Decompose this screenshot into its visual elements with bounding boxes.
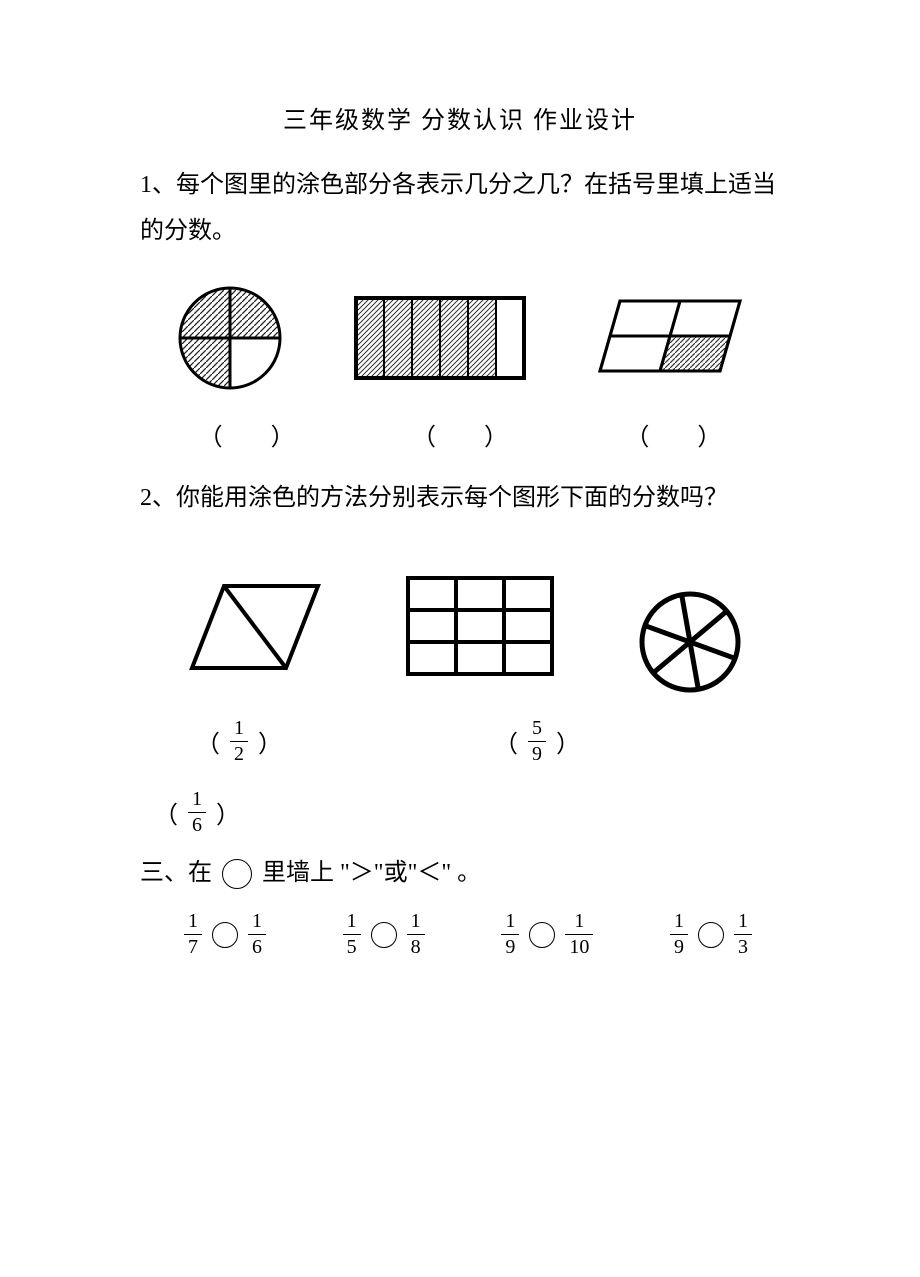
q2-figures-row [140, 552, 780, 709]
q1-figures-row [140, 278, 780, 405]
q1-bracket-2: （） [370, 417, 550, 452]
q2-fig-grid [400, 572, 560, 689]
q2-fraction-row1: （ 12 ） （ 59 ） [140, 717, 780, 766]
circle-op-icon [698, 922, 724, 948]
q2-text: 2、你能用涂色的方法分别表示每个图形下面的分数吗？ [140, 476, 780, 522]
q3-pair-4: 19 13 [666, 910, 756, 959]
q1-brackets-row: （） （） （） [140, 417, 780, 452]
q1-text: 1、每个图里的涂色部分各表示几分之几？在括号里填上适当的分数。 [140, 163, 780, 254]
q1-bracket-1: （） [157, 417, 337, 452]
q2-frac-1: （ 12 ） [190, 717, 288, 766]
q2-fraction-row2: （ 16 ） [140, 788, 780, 837]
circle-op-icon [222, 859, 252, 889]
worksheet-title: 三年级数学 分数认识 作业设计 [140, 100, 780, 135]
circle-op-icon [529, 922, 555, 948]
q1-fig-parallelogram [590, 293, 750, 390]
q2-fig-rhombus [180, 572, 330, 689]
q3-pair-1: 17 16 [180, 910, 270, 959]
q2-frac-3: （ 16 ） [148, 788, 246, 837]
circle-op-icon [371, 922, 397, 948]
q2-frac-2: （ 59 ） [488, 717, 586, 766]
q3-text: 三、在 里墙上 "＞"或"＜" 。 [140, 851, 780, 897]
q3-pair-3: 19 110 [497, 910, 597, 959]
q3-compare-row: 17 16 15 18 19 110 19 13 [140, 910, 780, 959]
circle-op-icon [212, 922, 238, 948]
q3-pair-2: 15 18 [339, 910, 429, 959]
q1-bracket-3: （） [583, 417, 763, 452]
q1-fig-circle [170, 278, 290, 405]
q2-fig-pie6 [630, 582, 750, 709]
q1-fig-rect [350, 288, 530, 395]
